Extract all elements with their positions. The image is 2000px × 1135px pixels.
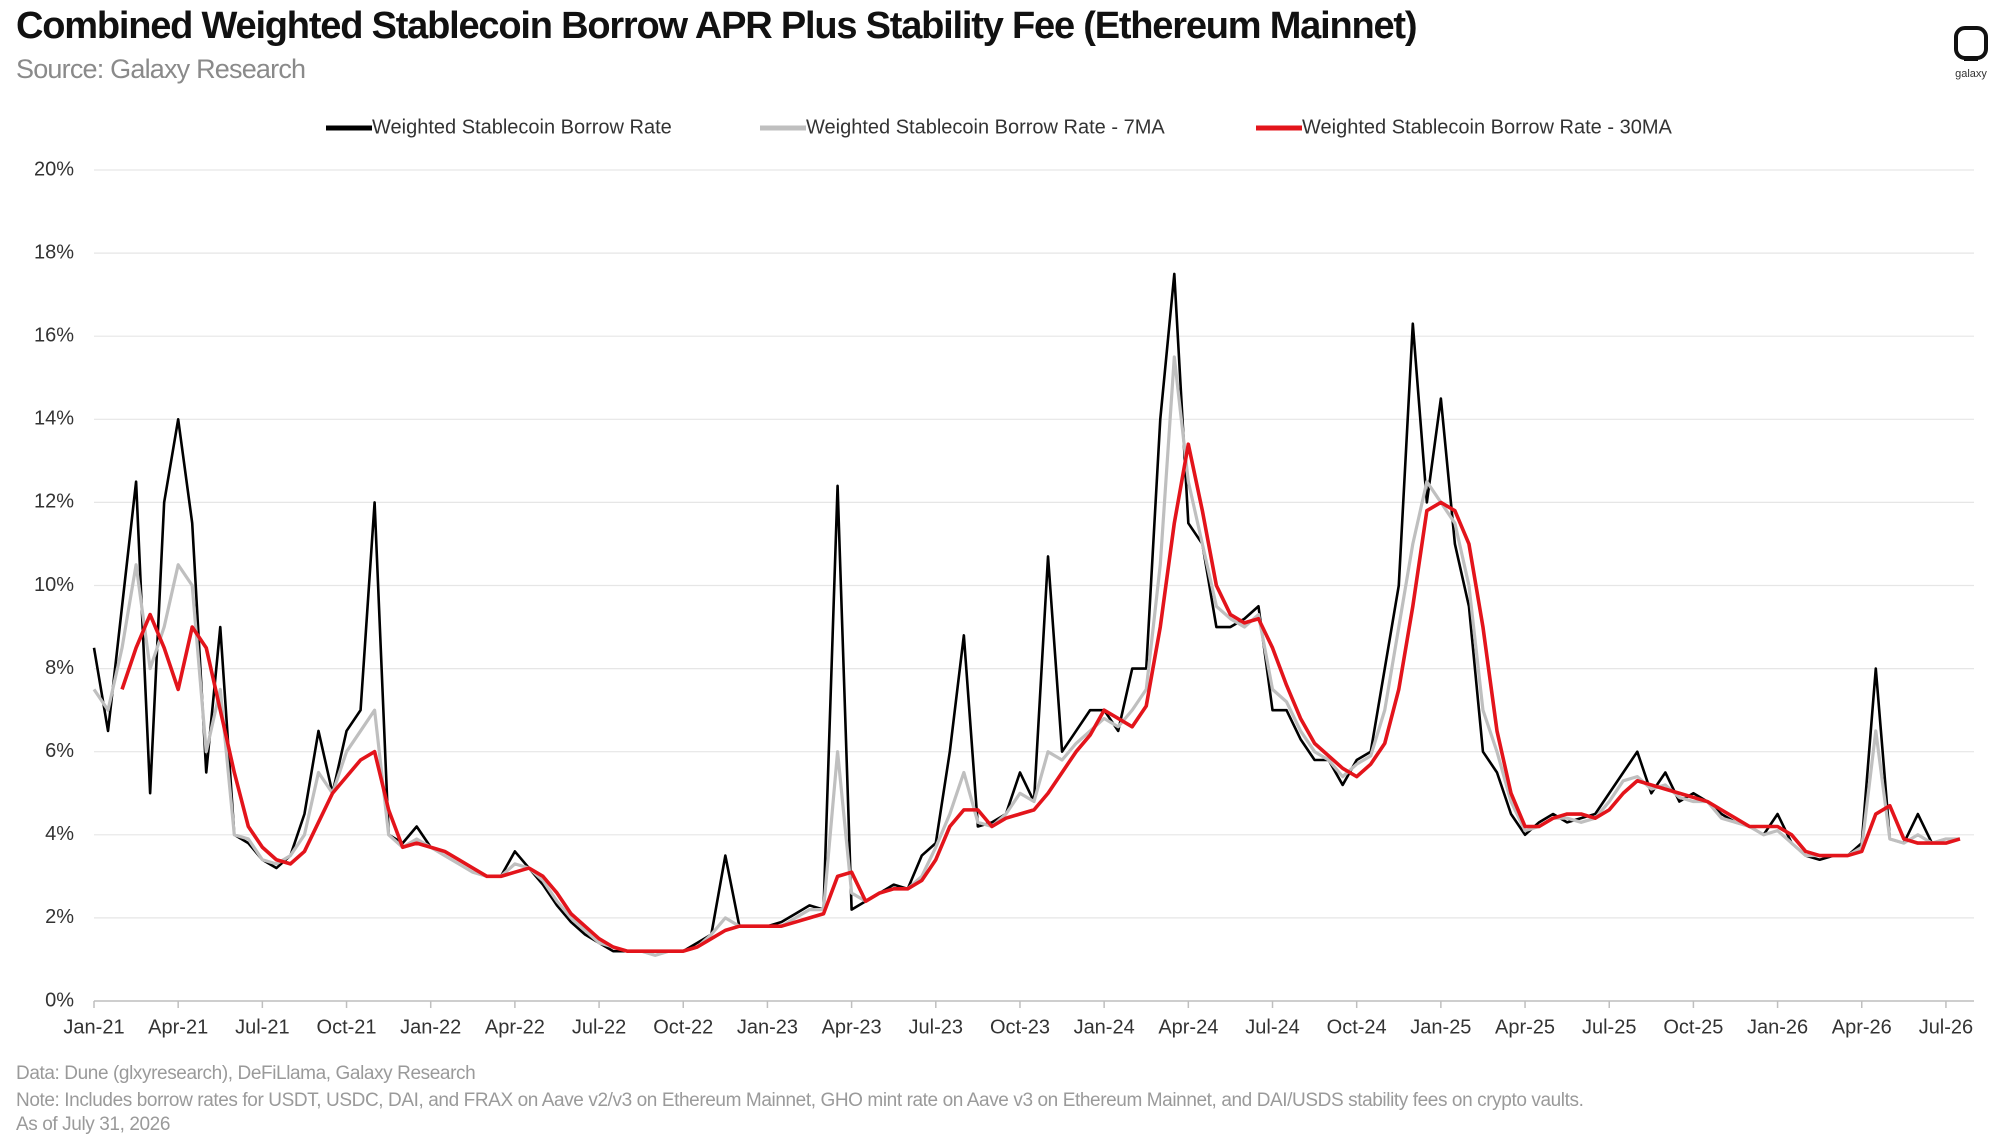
x-tick-label: Oct-23 [990, 1016, 1050, 1038]
legend-label: Weighted Stablecoin Borrow Rate - 30MA [1302, 116, 1672, 138]
series-line [120, 442, 1961, 953]
chart-subtitle: Source: Galaxy Research [16, 54, 305, 84]
series-line [92, 272, 1960, 957]
x-tick-label: Apr-24 [1158, 1016, 1218, 1038]
x-tick-label: Jul-23 [909, 1016, 963, 1038]
footnote: Note: Includes borrow rates for USDT, US… [16, 1090, 1583, 1111]
x-tick-label: Oct-21 [317, 1016, 377, 1038]
x-tick-label: Jul-25 [1582, 1016, 1636, 1038]
x-tick-label: Apr-25 [1495, 1016, 1555, 1038]
logo-text: galaxy [1955, 68, 1987, 80]
x-tick-label: Jan-26 [1747, 1016, 1808, 1038]
y-tick-label: 16% [34, 324, 74, 346]
y-tick-label: 2% [45, 906, 74, 928]
y-tick-label: 0% [45, 989, 74, 1011]
x-tick-label: Jan-24 [1074, 1016, 1135, 1038]
y-tick-label: 12% [34, 491, 74, 513]
logo-icon-base [1964, 56, 1978, 61]
x-tick-label: Jan-25 [1410, 1016, 1471, 1038]
y-tick-label: 20% [34, 158, 74, 180]
x-tick-label: Apr-23 [822, 1016, 882, 1038]
x-tick-label: Apr-26 [1832, 1016, 1892, 1038]
y-tick-label: 18% [34, 241, 74, 263]
x-tick-label: Apr-22 [485, 1016, 545, 1038]
x-tick-label: Jul-24 [1245, 1016, 1299, 1038]
x-tick-label: Oct-24 [1327, 1016, 1387, 1038]
x-tick-label: Jul-22 [572, 1016, 626, 1038]
y-tick-label: 14% [34, 408, 74, 430]
x-tick-label: Jan-21 [63, 1016, 124, 1038]
y-tick-label: 8% [45, 657, 74, 679]
x-tick-label: Jul-21 [235, 1016, 289, 1038]
x-tick-label: Jan-23 [737, 1016, 798, 1038]
x-tick-label: Oct-25 [1663, 1016, 1723, 1038]
y-tick-label: 4% [45, 823, 74, 845]
x-tick-label: Oct-22 [653, 1016, 713, 1038]
chart-title: Combined Weighted Stablecoin Borrow APR … [16, 5, 1416, 47]
x-tick-label: Apr-21 [148, 1016, 208, 1038]
legend-label: Weighted Stablecoin Borrow Rate - 7MA [806, 116, 1165, 138]
series-line [92, 355, 1960, 957]
x-tick-label: Jan-22 [400, 1016, 461, 1038]
x-tick-label: Jul-26 [1919, 1016, 1973, 1038]
footnote: Data: Dune (glxyresearch), DeFiLlama, Ga… [16, 1063, 475, 1084]
y-tick-label: 6% [45, 740, 74, 762]
footnote: As of July 31, 2026 [16, 1114, 170, 1135]
logo-icon [1954, 26, 1988, 60]
legend-label: Weighted Stablecoin Borrow Rate [372, 116, 672, 138]
y-tick-label: 10% [34, 574, 74, 596]
